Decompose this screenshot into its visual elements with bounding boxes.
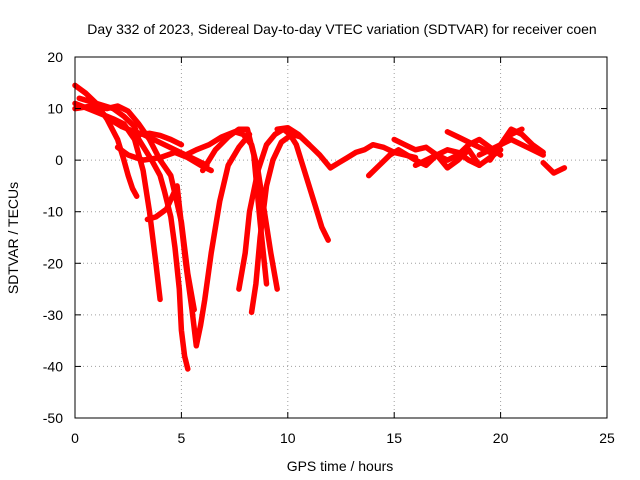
y-tick-label: -50 <box>43 410 63 426</box>
series-arc-15 <box>391 136 504 163</box>
x-tick-label: 5 <box>178 430 186 446</box>
series-arc-13 <box>274 124 419 171</box>
x-tick-label: 25 <box>599 430 615 446</box>
chart-title: Day 332 of 2023, Sidereal Day-to-day VTE… <box>87 21 596 37</box>
x-tick-label: 0 <box>71 430 79 446</box>
y-tick-label: 10 <box>47 101 63 117</box>
y-tick-label: 0 <box>55 152 63 168</box>
x-tick-label: 15 <box>386 430 402 446</box>
y-tick-label: -40 <box>43 358 63 374</box>
series-arc-18 <box>476 136 546 158</box>
series-arc-20 <box>540 159 568 176</box>
series-arc-7 <box>114 144 214 174</box>
x-tick-label: 10 <box>280 430 296 446</box>
y-axis-label: SDTVAR / TECUs <box>5 182 21 294</box>
axis-ticks <box>74 56 608 419</box>
series-arc-16 <box>412 147 483 171</box>
series-arc-10 <box>199 126 270 287</box>
series-arc-11 <box>236 126 331 292</box>
series-arc-5 <box>144 131 253 349</box>
x-tick-label: 20 <box>493 430 509 446</box>
y-tick-label: 20 <box>47 49 63 65</box>
series-arc-9 <box>182 129 280 292</box>
series-arc-1 <box>72 82 140 199</box>
series-arc-19 <box>487 126 546 163</box>
y-tick-label: -30 <box>43 307 63 323</box>
y-tick-label: -20 <box>43 255 63 271</box>
series-arc-8 <box>136 130 185 148</box>
y-tick-label: -10 <box>43 204 63 220</box>
plot-frame <box>74 56 608 419</box>
x-tick-labels: 0 5 10 15 20 25 <box>71 430 615 446</box>
y-tick-labels: -50 -40 -30 -20 -10 0 10 20 <box>43 49 63 426</box>
data-traces <box>72 82 568 372</box>
x-axis-label: GPS time / hours <box>287 458 394 474</box>
series-arc-4 <box>76 95 191 372</box>
